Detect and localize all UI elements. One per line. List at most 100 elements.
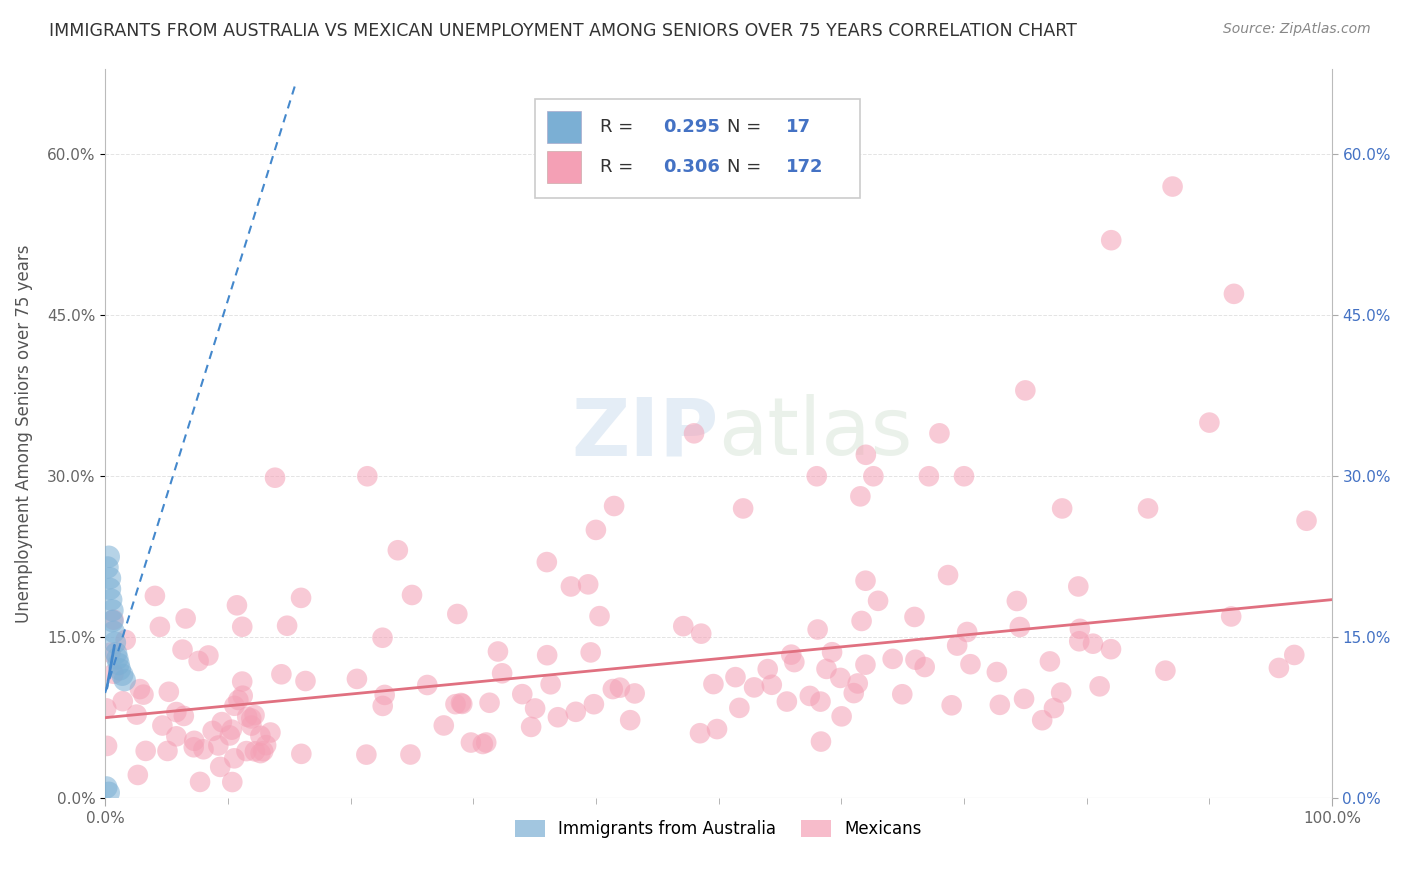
Point — [127, 768, 149, 782]
Point — [451, 697, 474, 711]
FancyBboxPatch shape — [547, 112, 581, 143]
Point — [96, 739, 118, 753]
Point — [209, 760, 232, 774]
Point — [623, 686, 645, 700]
Point — [806, 469, 828, 483]
Point — [236, 710, 259, 724]
Point — [728, 701, 751, 715]
Point — [1067, 579, 1090, 593]
Point — [103, 624, 125, 639]
Point — [114, 673, 136, 687]
Point — [240, 711, 263, 725]
Text: Source: ZipAtlas.com: Source: ZipAtlas.com — [1223, 22, 1371, 37]
Point — [1069, 622, 1091, 636]
Point — [97, 549, 120, 564]
Point — [174, 611, 197, 625]
Point — [862, 469, 884, 483]
Text: atlas: atlas — [718, 394, 912, 473]
Point — [946, 639, 969, 653]
Point — [98, 582, 121, 596]
Point — [270, 667, 292, 681]
Text: N =: N = — [727, 118, 768, 136]
Point — [183, 740, 205, 755]
Point — [815, 662, 838, 676]
Point — [936, 568, 959, 582]
Point — [165, 729, 187, 743]
Point — [1005, 594, 1028, 608]
Point — [609, 681, 631, 695]
Point — [603, 499, 626, 513]
Point — [211, 715, 233, 730]
Point — [201, 723, 224, 738]
Point — [252, 744, 274, 758]
Point — [1012, 691, 1035, 706]
Point — [218, 729, 240, 743]
Point — [460, 735, 482, 749]
Point — [602, 681, 624, 696]
Point — [143, 589, 166, 603]
Point — [988, 698, 1011, 712]
Text: 0.306: 0.306 — [664, 158, 720, 176]
Point — [446, 607, 468, 621]
Point — [1198, 416, 1220, 430]
Point — [243, 708, 266, 723]
Y-axis label: Unemployment Among Seniors over 75 years: Unemployment Among Seniors over 75 years — [15, 244, 32, 623]
Point — [1031, 713, 1053, 727]
Point — [149, 620, 172, 634]
Point — [224, 751, 246, 765]
Point — [1295, 514, 1317, 528]
Point — [672, 619, 695, 633]
Point — [1088, 679, 1111, 693]
Point — [1284, 648, 1306, 662]
Point — [928, 426, 950, 441]
Point — [187, 654, 209, 668]
Point — [733, 501, 755, 516]
Point — [1268, 661, 1291, 675]
Point — [1050, 501, 1073, 516]
Point — [1081, 637, 1104, 651]
Point — [356, 747, 378, 762]
FancyBboxPatch shape — [547, 152, 581, 183]
Point — [486, 644, 509, 658]
Point — [855, 448, 877, 462]
Point — [221, 775, 243, 789]
Point — [475, 735, 498, 749]
Point — [104, 635, 127, 649]
Point — [810, 734, 832, 748]
Point — [249, 729, 271, 743]
Point — [371, 698, 394, 713]
Point — [585, 523, 607, 537]
Point — [156, 744, 179, 758]
Point — [101, 614, 124, 628]
Point — [491, 666, 513, 681]
Point — [207, 739, 229, 753]
Point — [1223, 286, 1246, 301]
Point — [433, 718, 456, 732]
Point — [1154, 664, 1177, 678]
Point — [103, 666, 125, 681]
Point — [953, 469, 976, 483]
Point — [1043, 701, 1066, 715]
Point — [101, 603, 124, 617]
Point — [224, 698, 246, 713]
Text: R =: R = — [599, 158, 638, 176]
Point — [904, 653, 927, 667]
Point — [478, 696, 501, 710]
Text: N =: N = — [727, 158, 768, 176]
Point — [226, 599, 249, 613]
Point — [235, 744, 257, 758]
Point — [231, 674, 253, 689]
Point — [807, 623, 830, 637]
Point — [105, 646, 128, 660]
Point — [103, 613, 125, 627]
Point — [941, 698, 963, 713]
Point — [619, 713, 641, 727]
Point — [560, 579, 582, 593]
Point — [882, 652, 904, 666]
Point — [111, 667, 134, 681]
Point — [416, 678, 439, 692]
Point — [1014, 384, 1036, 398]
Point — [1050, 685, 1073, 699]
Point — [232, 689, 254, 703]
Point — [776, 695, 799, 709]
